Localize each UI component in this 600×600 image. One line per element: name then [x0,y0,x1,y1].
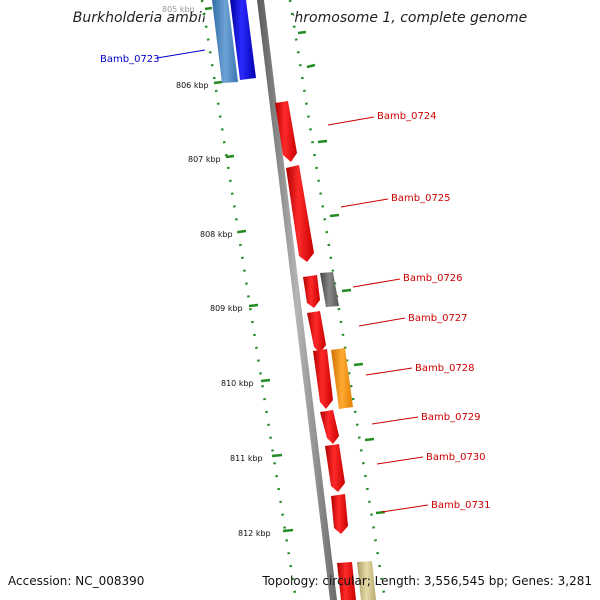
gene-label-leader [156,49,206,59]
gene-label-leader [371,416,419,425]
gene-label[interactable]: Bamb_0725 [391,193,451,204]
accession-text: Accession: NC_008390 [8,574,145,588]
ruler-tick [341,288,352,293]
gene-label[interactable]: Bamb_0729 [421,412,481,423]
gene-label[interactable]: Bamb_0728 [415,363,475,374]
ruler-tick [306,63,316,69]
ruler-tick [225,154,235,159]
gene-label[interactable]: Bamb_0724 [377,111,437,122]
feature-steelblue[interactable] [212,0,238,83]
gene-label-leader [381,504,429,513]
gene-label-leader [365,367,413,376]
ruler-tick [271,453,283,458]
ruler-tick [282,528,294,533]
gene-bamb-0728[interactable] [313,349,333,409]
gene-label-leader [376,456,424,465]
ruler-tick [353,362,364,367]
chromosome-backbone [257,0,337,600]
ruler-label: 807 kbp [188,155,221,164]
ruler-label: 810 kbp [221,379,254,388]
ruler-tick [297,30,307,35]
ruler-tick [213,80,223,85]
gene-bamb-0724[interactable] [275,101,297,162]
ruler-label: 809 kbp [210,304,243,313]
ruler-tick [248,303,259,308]
gene-bamb-0726[interactable] [303,275,320,308]
gene-bamb-0730[interactable] [325,444,345,492]
ruler-tick [317,139,328,144]
gene-label-leader [352,278,401,288]
gene-label-leader [358,317,406,327]
ruler-ticks [204,6,386,533]
ruler-label: 808 kbp [200,230,233,239]
gene-bamb-0723[interactable] [230,0,256,80]
gene-label[interactable]: Bamb_0723 [100,54,160,65]
ruler-label: 805 kbp [162,5,195,14]
feature-red-partial[interactable] [337,562,356,600]
gene-label[interactable]: Bamb_0726 [403,273,463,284]
gene-label-leader [327,116,375,126]
gene-label[interactable]: Bamb_0730 [426,452,486,463]
feature-orange[interactable] [331,348,353,409]
genome-stats: Topology: circular; Length: 3,556,545 bp… [262,574,592,588]
page-title: Burkholderia ambifaria AMMD chromosome 1… [72,10,528,26]
gene-bamb-0725[interactable] [286,165,314,262]
ruler-label: 806 kbp [176,81,209,90]
ruler-label: 812 kbp [238,529,271,538]
ruler-tick [260,378,271,383]
ruler-tick [329,213,340,218]
gene-label[interactable]: Bamb_0727 [408,313,468,324]
ruler-tick [237,229,247,234]
gene-bamb-0729[interactable] [320,410,339,444]
gene-label-leader [340,198,389,208]
gene-bamb-0731[interactable] [331,494,348,534]
ruler-tick [204,6,213,11]
gene-label[interactable]: Bamb_0731 [431,500,491,511]
ruler-label: 811 kbp [230,454,263,463]
gene-bamb-0727[interactable] [307,311,326,353]
feature-tan-partial[interactable] [357,561,376,600]
feature-gray[interactable] [320,272,339,307]
ruler-tick [364,437,375,442]
